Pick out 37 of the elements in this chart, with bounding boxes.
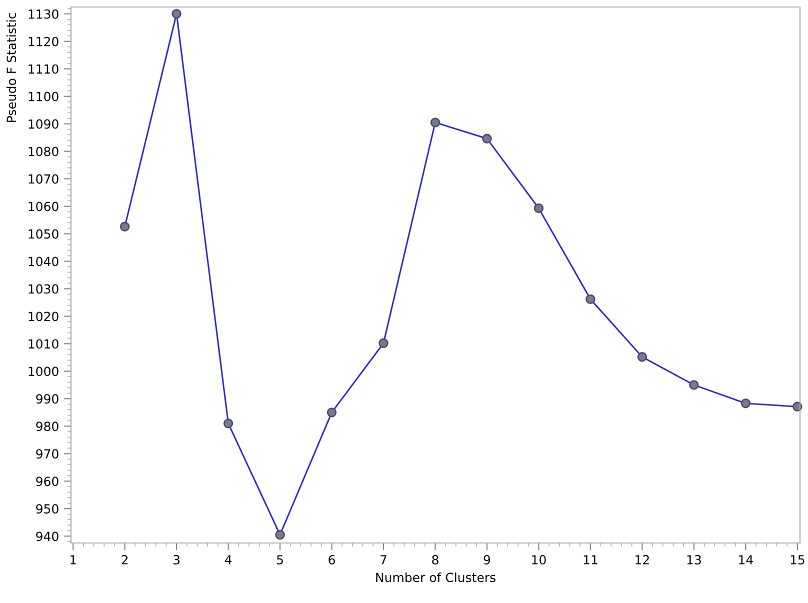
y-tick-label: 1080	[28, 146, 58, 156]
y-tick-label: 1100	[28, 92, 58, 102]
x-tick-label: 10	[532, 555, 546, 564]
y-tick-label: 1110	[28, 64, 58, 74]
y-tick-label: 1060	[28, 202, 58, 212]
y-tick-label: 980	[36, 422, 58, 432]
y-tick-label: 950	[36, 504, 58, 514]
y-tick-label: 1000	[28, 366, 58, 376]
y-tick-label: 1070	[28, 174, 58, 184]
x-axis-title: Number of Clusters	[376, 572, 496, 582]
x-tick-label: 1	[70, 555, 76, 564]
y-tick-label: 1010	[28, 339, 58, 349]
x-tick-label: 15	[790, 555, 804, 564]
y-tick-label: 1120	[28, 36, 58, 46]
x-tick-label: 14	[739, 555, 753, 564]
x-tick-label: 2	[122, 555, 128, 564]
y-tick-label: 1130	[28, 9, 58, 19]
x-tick-label: 13	[687, 555, 701, 564]
y-axis-title: Pseudo F Statistic	[6, 13, 16, 122]
x-tick-label: 11	[584, 555, 598, 564]
x-tick-label: 6	[328, 555, 335, 564]
y-tick-label: 990	[36, 394, 58, 404]
y-tick-label: 960	[36, 476, 58, 486]
y-tick-label: 970	[36, 449, 58, 459]
y-tick-label: 1020	[28, 312, 58, 322]
y-tick-label: 1030	[28, 284, 58, 294]
x-tick-label: 3	[174, 555, 180, 564]
x-tick-label: 8	[432, 555, 438, 564]
x-tick-label: 5	[277, 555, 283, 564]
x-tick-label: 4	[224, 555, 232, 564]
x-tick-label: 7	[380, 555, 386, 564]
x-tick-label: 9	[484, 555, 490, 564]
y-tick-label: 1040	[28, 256, 58, 266]
y-tick-label: 1090	[28, 119, 58, 129]
y-tick-label: 940	[36, 532, 58, 542]
y-tick-label: 1050	[28, 229, 58, 239]
x-tick-label: 12	[636, 555, 649, 564]
